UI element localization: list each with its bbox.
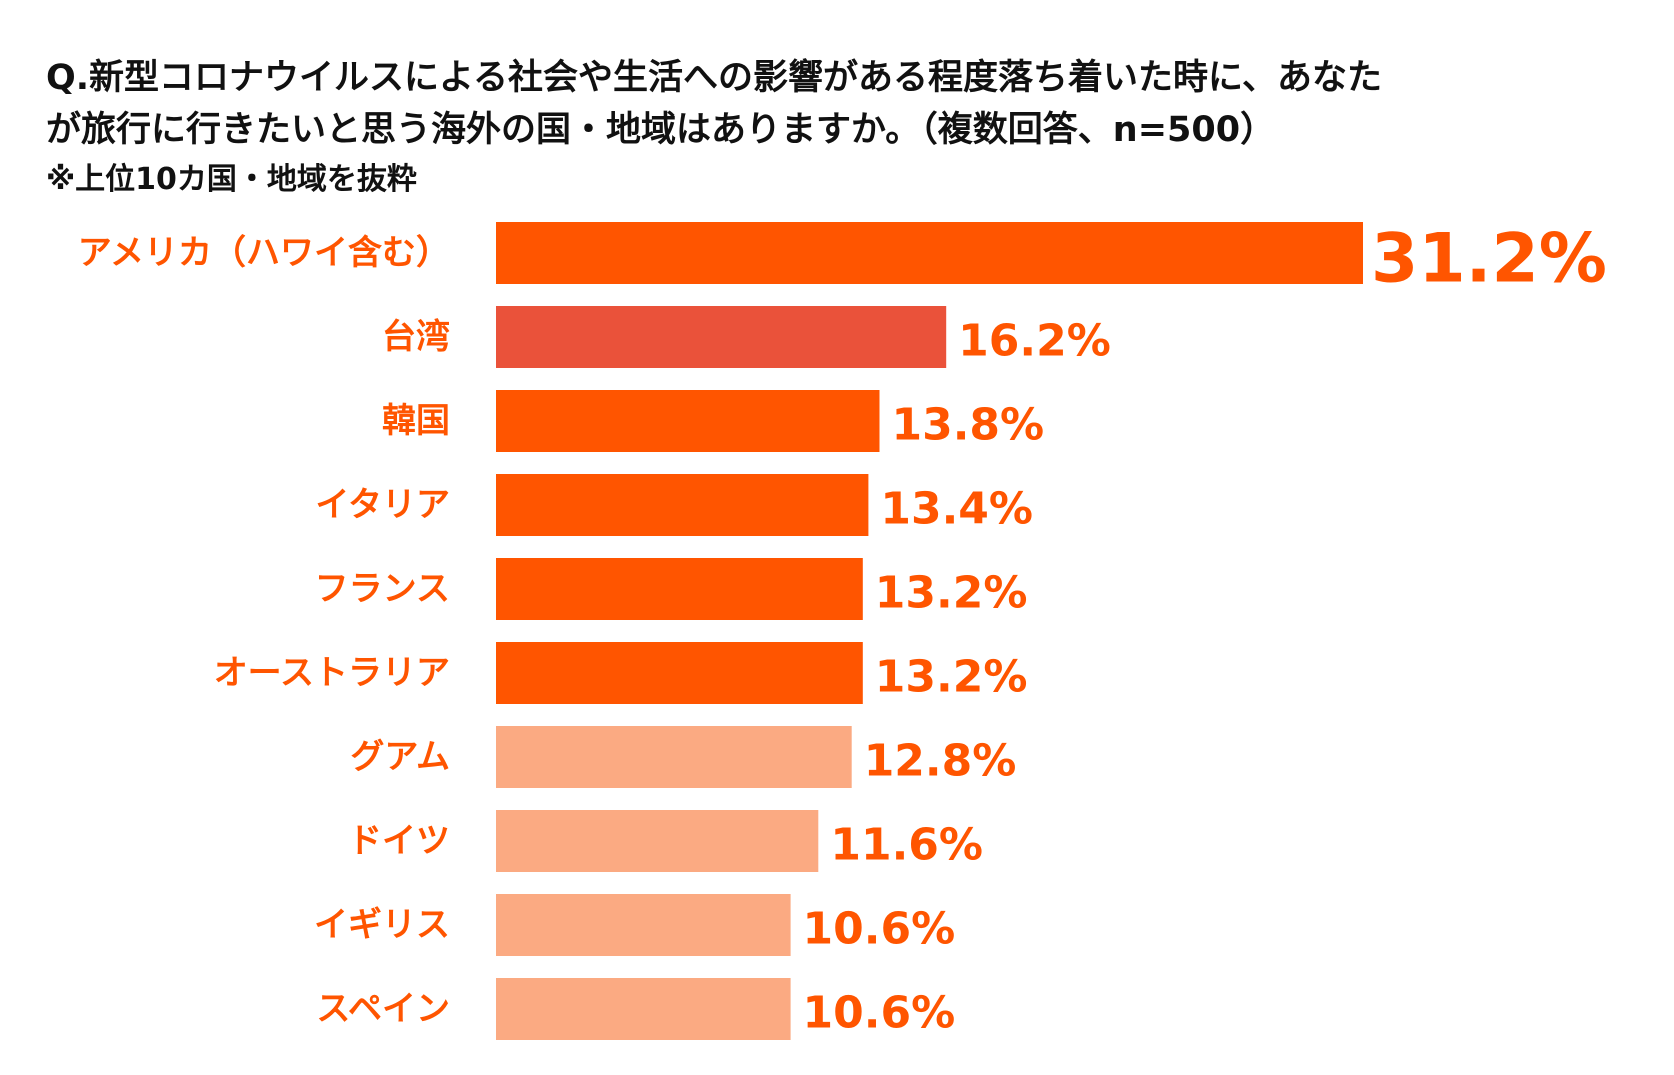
value-label: 12.8% bbox=[864, 736, 1017, 787]
category-label: オーストラリア bbox=[214, 653, 450, 693]
value-label: 31.2% bbox=[1371, 220, 1607, 299]
value-label: 10.6% bbox=[803, 904, 956, 955]
category-label: イギリス bbox=[314, 905, 450, 945]
value-label: 13.2% bbox=[875, 568, 1028, 619]
bar-3 bbox=[496, 390, 880, 452]
bar-2 bbox=[496, 306, 947, 368]
bar-6 bbox=[496, 642, 863, 704]
category-label: アメリカ（ハワイ含む） bbox=[78, 233, 450, 273]
bar-1 bbox=[496, 222, 1363, 284]
bar-10 bbox=[496, 978, 791, 1040]
value-label: 13.4% bbox=[880, 484, 1033, 535]
chart-title: Q.新型コロナウイルスによる社会や生活への影響がある程度落ち着いた時に、あなた … bbox=[46, 52, 1646, 156]
value-label: 13.8% bbox=[891, 400, 1044, 451]
chart-title-line-1: Q.新型コロナウイルスによる社会や生活への影響がある程度落ち着いた時に、あなた bbox=[46, 58, 1382, 98]
category-label: ドイツ bbox=[348, 821, 450, 861]
bar-9 bbox=[496, 894, 791, 956]
category-label: イタリア bbox=[315, 485, 450, 525]
bar-4 bbox=[496, 474, 869, 536]
chart-title-line-2: が旅行に行きたいと思う海外の国・地域はありますか。（複数回答、n=500） bbox=[46, 110, 1276, 150]
value-label: 13.2% bbox=[875, 652, 1028, 703]
category-label: スペイン bbox=[316, 989, 450, 1029]
category-label: フランス bbox=[315, 569, 450, 609]
bar-5 bbox=[496, 558, 863, 620]
chart-subtitle-note: ※上位10カ国・地域を抜粋 bbox=[46, 162, 417, 197]
value-label: 11.6% bbox=[830, 820, 983, 871]
category-label: グアム bbox=[350, 737, 450, 777]
bar-8 bbox=[496, 810, 819, 872]
bar-7 bbox=[496, 726, 852, 788]
category-label: 韓国 bbox=[382, 401, 450, 441]
value-label: 10.6% bbox=[803, 988, 956, 1039]
category-label: 台湾 bbox=[382, 317, 450, 357]
value-label: 16.2% bbox=[958, 316, 1111, 367]
